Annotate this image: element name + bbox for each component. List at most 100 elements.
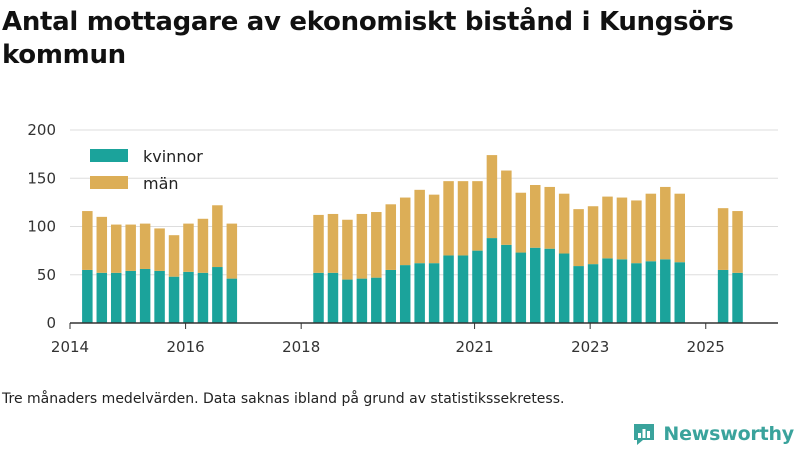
bar-man [226,223,238,279]
bar-kvinnor [385,269,397,323]
chart: 0 50 100 150 200 2014 2016 2018 2021 2023 2025 kv… [27,121,778,356]
bar-man [515,192,527,253]
y-tick-label: 200 [27,121,56,139]
x-tick-labels: 2014 2016 2018 2021 2023 2025 [51,338,725,356]
bar-man [558,193,570,254]
x-tick-label: 2021 [455,338,493,356]
bar-kvinnor [501,244,512,323]
bar-kvinnor [125,270,136,323]
x-tick-label: 2023 [571,338,609,356]
bar-kvinnor [226,278,238,323]
bar-man [544,186,555,249]
y-tick-label: 0 [46,314,56,332]
bar-kvinnor [212,267,223,323]
bar-kvinnor [428,263,440,323]
bar-man [96,216,108,273]
bar-man [197,218,209,273]
bar-man [371,212,382,278]
legend-swatch-man [90,176,128,189]
bar-man [154,228,165,271]
bar-man [443,181,454,256]
bar-kvinnor [616,259,628,323]
bar-man [472,181,483,251]
bar-man [674,193,685,263]
bar-kvinnor [443,255,454,323]
bar-man [168,235,180,277]
bar-kvinnor [717,269,729,323]
bar-kvinnor [154,270,165,323]
legend-label: kvinnor [143,147,203,166]
bar-kvinnor [457,255,469,323]
bars [82,155,743,323]
y-tick-label: 150 [27,169,56,187]
bar-kvinnor [168,276,180,323]
bar-kvinnor [197,272,209,323]
y-tick-labels: 0 50 100 150 200 [27,121,56,332]
bar-man [110,224,122,273]
bar-kvinnor [645,261,657,323]
bar-kvinnor [139,268,151,323]
bar-man [342,219,353,280]
bar-kvinnor [371,277,382,323]
bar-man [457,181,469,256]
bar-man [327,213,339,273]
brand-name: Newsworthy [663,423,794,445]
bar-man [501,170,512,245]
bar-man [587,206,599,265]
x-tick-label: 2018 [282,338,320,356]
bar-man [631,200,642,264]
bar-man [428,194,440,264]
bar-man [602,196,613,259]
bar-kvinnor [573,266,584,323]
x-axis [69,322,778,329]
x-tick-label: 2025 [687,338,725,356]
bar-kvinnor [399,265,411,323]
y-tick-label: 50 [37,266,56,284]
legend: kvinnor män [90,147,203,193]
bar-man [414,189,425,264]
bar-man [732,211,743,273]
bar-kvinnor [530,247,541,323]
chart-title: Antal mottagare av ekonomiskt bistånd i … [2,7,734,70]
bar-kvinnor [183,271,194,323]
bar-man [82,211,93,270]
bar-kvinnor [486,238,498,323]
bar-man [139,223,151,269]
bar-kvinnor [674,262,685,323]
x-tick-label: 2014 [51,338,89,356]
bar-kvinnor [110,272,122,323]
bar-man [530,185,541,248]
bar-kvinnor [414,263,425,323]
bar-man [212,205,223,268]
bar-man [573,209,584,267]
bar-man [660,186,671,260]
bar-man [616,197,628,260]
bar-kvinnor [660,259,671,323]
bar-kvinnor [327,272,339,323]
x-tick-label: 2016 [166,338,204,356]
bar-man [313,214,324,273]
bar-man [486,155,498,239]
legend-label: män [143,174,179,193]
bar-man [399,197,411,266]
bar-kvinnor [587,264,599,323]
bar-kvinnor [631,263,642,323]
bar-man [385,204,397,270]
bar-kvinnor [515,252,527,323]
bar-man [717,208,729,270]
bar-man [645,193,657,262]
chart-caption: Tre månaders medelvärden. Data saknas ib… [2,391,565,407]
bar-man [356,213,368,279]
bar-kvinnor [558,253,570,323]
bar-kvinnor [602,258,613,323]
bar-kvinnor [472,250,483,323]
newsworthy-logo-icon [634,424,655,445]
y-tick-label: 100 [27,218,56,236]
brand-logo[interactable]: Newsworthy [631,421,794,447]
bar-kvinnor [544,248,555,323]
legend-swatch-kvinnor [90,149,128,162]
bar-kvinnor [356,278,368,323]
bar-kvinnor [96,272,108,323]
bar-man [125,224,136,271]
bar-man [183,223,194,272]
